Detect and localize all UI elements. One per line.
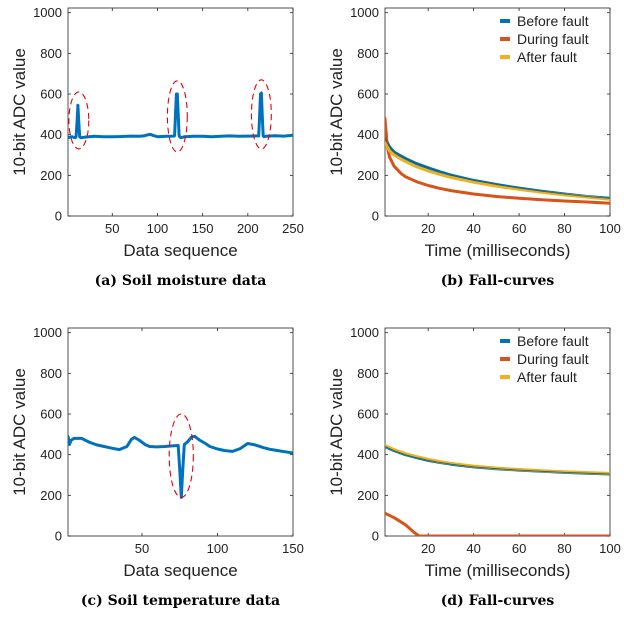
x-axis-label: Data sequence xyxy=(123,561,237,580)
x-tick-label: 60 xyxy=(512,221,526,236)
series-line-during-fault xyxy=(385,116,610,205)
y-tick-label: 1000 xyxy=(350,5,379,20)
y-tick-label: 0 xyxy=(372,209,379,224)
caption-b: (b) Fall-curves xyxy=(440,273,555,289)
y-tick-label: 1000 xyxy=(33,5,62,20)
x-tick-label: 20 xyxy=(421,541,435,556)
plot-area xyxy=(68,91,293,140)
legend-label: After fault xyxy=(517,49,577,65)
y-tick-label: 400 xyxy=(40,127,62,142)
legend-label: Before fault xyxy=(517,13,589,29)
series-line-after-fault xyxy=(385,141,610,201)
x-tick-label: 250 xyxy=(282,221,304,236)
legend-label: After fault xyxy=(517,369,577,385)
highlight-ellipse xyxy=(168,413,194,498)
highlight-ellipse xyxy=(68,91,90,150)
x-tick-label: 80 xyxy=(557,221,571,236)
y-tick-label: 400 xyxy=(357,127,379,142)
x-tick-label: 100 xyxy=(147,221,169,236)
y-tick-label: 200 xyxy=(40,488,62,503)
series-line-before-fault xyxy=(385,445,610,476)
x-tick-label: 20 xyxy=(421,221,435,236)
series-line-after-fault xyxy=(385,444,610,475)
y-tick-label: 400 xyxy=(40,447,62,462)
x-tick-label: 40 xyxy=(466,541,480,556)
x-tick-label: 200 xyxy=(237,221,259,236)
x-tick-label: 150 xyxy=(192,221,214,236)
highlight-ellipse xyxy=(166,80,188,153)
series-line-during-fault xyxy=(385,511,610,536)
y-tick-label: 1000 xyxy=(350,325,379,340)
y-tick-label: 0 xyxy=(55,529,62,544)
plot-area xyxy=(68,434,293,499)
series-line-0 xyxy=(68,434,293,499)
x-tick-label: 40 xyxy=(466,221,480,236)
legend-label: During fault xyxy=(517,31,589,47)
x-axis-label: Time (milliseconds) xyxy=(425,561,571,580)
y-tick-label: 800 xyxy=(40,366,62,381)
series-line-0 xyxy=(68,91,293,140)
axes-frame xyxy=(384,7,611,217)
y-axis-label: 10-bit ADC value xyxy=(327,368,346,496)
y-tick-label: 600 xyxy=(40,407,62,422)
y-tick-label: 200 xyxy=(40,168,62,183)
y-tick-label: 600 xyxy=(357,87,379,102)
series-line-before-fault-edge xyxy=(385,446,610,475)
x-tick-label: 100 xyxy=(599,541,621,556)
y-axis-label: 10-bit ADC value xyxy=(10,368,29,496)
axes-frame xyxy=(67,327,294,537)
caption-c: (c) Soil temperature data xyxy=(80,593,281,609)
y-tick-label: 600 xyxy=(357,407,379,422)
y-tick-label: 1000 xyxy=(33,325,62,340)
y-axis-label: 10-bit ADC value xyxy=(10,48,29,176)
y-tick-label: 800 xyxy=(357,46,379,61)
x-axis-label: Time (milliseconds) xyxy=(425,241,571,260)
y-axis-label: 10-bit ADC value xyxy=(327,48,346,176)
series-line-before-fault-edge xyxy=(385,137,610,199)
caption-a: (a) Soil moisture data xyxy=(94,273,267,289)
plot-area xyxy=(385,116,610,205)
x-tick-label: 50 xyxy=(105,221,119,236)
y-tick-label: 200 xyxy=(357,168,379,183)
x-tick-label: 80 xyxy=(557,541,571,556)
y-tick-label: 0 xyxy=(372,529,379,544)
x-tick-label: 150 xyxy=(282,541,304,556)
axes-frame xyxy=(67,7,294,217)
x-axis-label: Data sequence xyxy=(123,241,237,260)
y-tick-label: 600 xyxy=(40,87,62,102)
x-tick-label: 100 xyxy=(207,541,229,556)
x-tick-label: 100 xyxy=(599,221,621,236)
y-tick-label: 0 xyxy=(55,209,62,224)
x-tick-label: 60 xyxy=(512,541,526,556)
y-tick-label: 800 xyxy=(357,366,379,381)
y-tick-label: 200 xyxy=(357,488,379,503)
legend-label: During fault xyxy=(517,351,589,367)
y-tick-label: 800 xyxy=(40,46,62,61)
caption-d: (d) Fall-curves xyxy=(440,593,555,609)
x-tick-label: 50 xyxy=(135,541,149,556)
legend-label: Before fault xyxy=(517,333,589,349)
highlight-ellipse xyxy=(250,79,272,150)
plot-area xyxy=(385,444,610,536)
y-tick-label: 400 xyxy=(357,447,379,462)
